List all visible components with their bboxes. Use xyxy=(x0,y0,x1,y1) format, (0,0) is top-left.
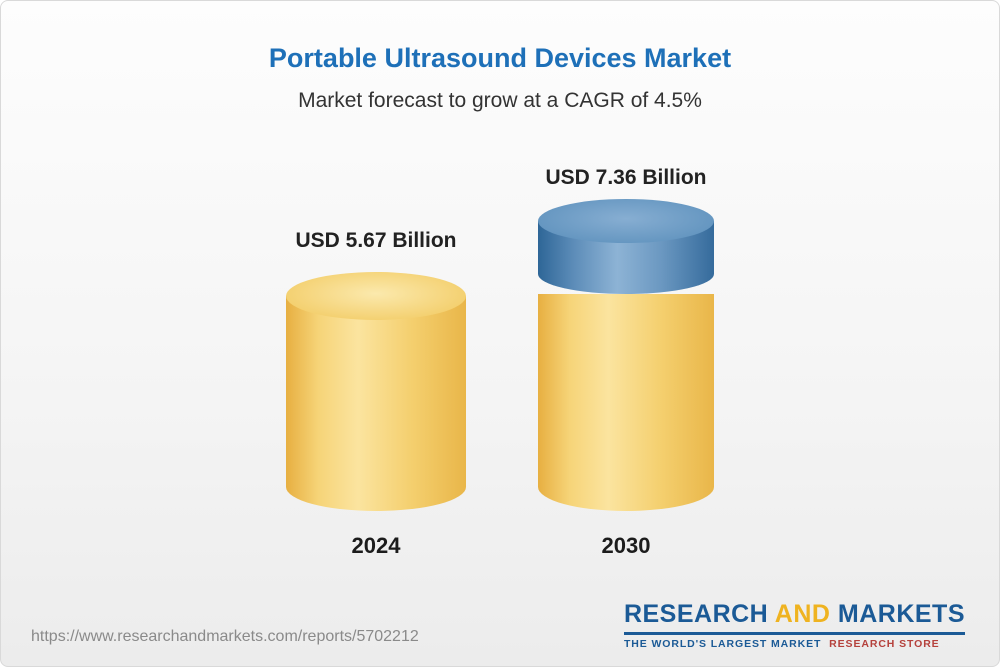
report-url-link[interactable]: https://www.researchandmarkets.com/repor… xyxy=(31,628,419,645)
bar-2030-cylinder-base-segment xyxy=(538,294,714,511)
bar-2030-cylinder-top xyxy=(538,199,714,243)
bar-2024-value-label: USD 5.67 Billion xyxy=(295,229,457,252)
logo-divider-rule xyxy=(623,632,965,635)
page-subtitle: Market forecast to grow at a CAGR of 4.5… xyxy=(298,89,702,112)
logo-word-markets: MARKETS xyxy=(837,600,965,628)
logo-tagline-primary: THE WORLD'S LARGEST MARKET xyxy=(623,638,822,650)
research-and-markets-logo[interactable]: RESEARCH AND MARKETS THE WORLD'S LARGEST… xyxy=(623,600,965,650)
bar-2030-value-label: USD 7.36 Billion xyxy=(545,166,707,189)
bar-2030-category-label: 2030 xyxy=(601,533,651,558)
bar-2024-category-label: 2024 xyxy=(351,533,401,558)
logo-wordmark: RESEARCH AND MARKETS xyxy=(624,600,965,629)
logo-word-and: AND xyxy=(774,600,831,628)
bar-2024-cylinder-top xyxy=(286,272,466,320)
logo-word-research: RESEARCH xyxy=(623,600,769,628)
page-title: Portable Ultrasound Devices Market xyxy=(268,43,732,73)
logo-tagline: THE WORLD'S LARGEST MARKET RESEARCH STOR… xyxy=(624,638,965,650)
logo-tagline-secondary: RESEARCH STORE xyxy=(829,638,940,650)
bar-2024-cylinder-body xyxy=(286,296,466,511)
